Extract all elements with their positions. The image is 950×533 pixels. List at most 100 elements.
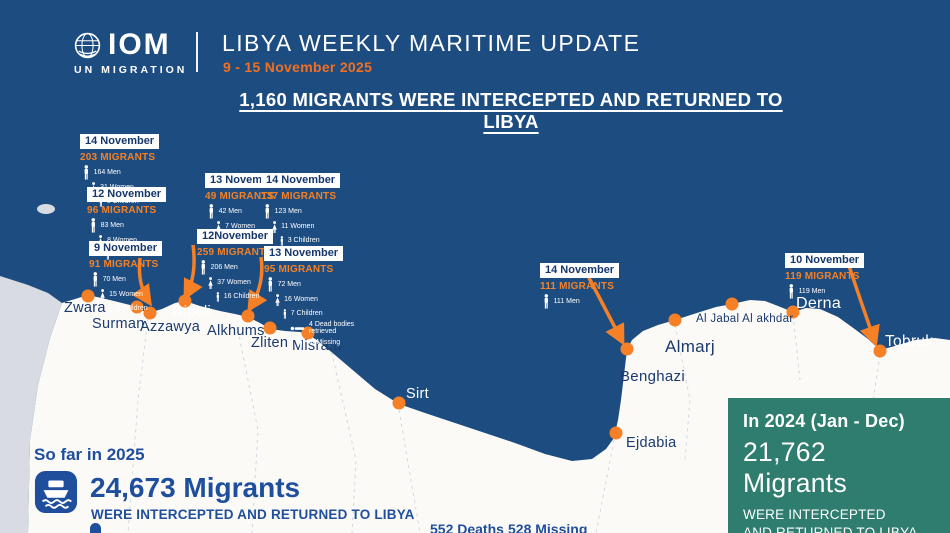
- city-dot-derna: [786, 305, 800, 319]
- callout-breakdown-row: 3 Children: [279, 235, 340, 246]
- iom-globe-icon: [74, 32, 101, 58]
- callout-date: 10 November: [785, 252, 865, 268]
- callout-migrant-total: 203 MIGRANTS: [80, 152, 156, 163]
- stats-2025-desc: WERE INTERCEPTED AND RETURNED TO LIBYA: [91, 507, 415, 522]
- callout-breakdown-row: 206 Men: [199, 260, 273, 275]
- breakdown-label: 16 Women: [284, 296, 318, 304]
- woman-icon: [272, 221, 277, 234]
- callout-breakdown-row: 40 Missing: [298, 337, 361, 348]
- weekly-total-headline: 1,160 MIGRANTS WERE INTERCEPTED AND RETU…: [239, 89, 783, 132]
- city-label-azzawya: Azzawya: [140, 319, 201, 335]
- breakdown-label: 164 Men: [93, 168, 121, 176]
- man-icon: [209, 204, 213, 219]
- city-label-zliten: Zliten: [251, 335, 289, 351]
- woman-icon: [208, 277, 213, 290]
- breakdown-label: 3 Children: [287, 236, 320, 244]
- stats-2024-period: In 2024 (Jan - Dec): [743, 411, 905, 431]
- child-icon: [108, 303, 111, 314]
- breakdown-label: 72 Men: [277, 280, 301, 288]
- djerba-island: [37, 204, 55, 214]
- woman-icon: [100, 289, 105, 302]
- callout-breakdown-row: 42 Men: [207, 204, 284, 219]
- breakdown-label: 123 Men: [274, 207, 302, 215]
- stats-2024-panel: In 2024 (Jan - Dec) 21,762 Migrants WERE…: [728, 398, 950, 533]
- breakdown-label: 7 Children: [290, 309, 323, 317]
- city-dots: [81, 289, 887, 440]
- callout-migrant-total: 91 MIGRANTS: [89, 259, 159, 270]
- breakdown-label: 70 Men: [102, 275, 126, 283]
- stats-2025-deaths: 552 Deaths: [430, 521, 504, 533]
- breakdown-label: 15 Women: [109, 291, 143, 299]
- city-label-almarj: Almarj: [665, 337, 715, 356]
- city-label-sirt: Sirt: [406, 386, 429, 402]
- callout-breakdown-row: 6 Children: [107, 303, 162, 314]
- dead-body-icon: [290, 326, 305, 330]
- city-dot-tripoli: [178, 294, 192, 308]
- callout-breakdown-row: 70 Men: [91, 272, 162, 287]
- libya-landmass: [28, 295, 950, 533]
- interception-callout-7: 13 November 95 MIGRANTS 72 Men 16 Women 7 Ch…: [264, 243, 361, 348]
- city-label-surman: Surman: [92, 316, 145, 332]
- callout-breakdown-row: 119 Men: [787, 284, 864, 299]
- callout-migrant-total: 96 MIGRANTS: [87, 205, 157, 216]
- callout-date: 14 November: [261, 172, 341, 188]
- stats-2025-missing: 528 Missing: [508, 521, 588, 533]
- callout-breakdown-row: 16 Children: [215, 291, 273, 302]
- city-dot-benghazi: [620, 342, 634, 356]
- breakdown-label: 37 Women: [217, 279, 251, 287]
- city-dot-zliten: [263, 321, 277, 335]
- callout-date: 9 November: [89, 240, 162, 256]
- breakdown-label: 83 Men: [100, 221, 124, 229]
- callout-breakdown-row: 4 Dead bodies retrieved: [290, 321, 361, 336]
- interception-callout-3: 9 November 91 MIGRANTS 70 Men 15 Women 6 Chi…: [89, 238, 162, 314]
- city-label-misrata: Misrata: [292, 338, 342, 354]
- breakdown-label: 6 Children: [115, 304, 148, 312]
- callout-breakdown-row: 11 Women: [271, 221, 340, 234]
- city-label-derna: Derna: [796, 295, 842, 312]
- report-date-range: 9 - 15 November 2025: [223, 59, 373, 75]
- iom-wordmark: IOM: [108, 28, 171, 61]
- missing-person-icon: [299, 337, 302, 348]
- stats-2025-period: So far in 2025: [34, 445, 145, 464]
- city-label-tobruk: Tobruk: [885, 333, 934, 350]
- city-label-ejdabia: Ejdabia: [626, 435, 677, 451]
- callout-migrant-total: 259 MIGRANTS: [197, 247, 273, 258]
- un-migration-label: UN MIGRATION: [74, 64, 188, 76]
- city-dot-almarj: [668, 313, 682, 327]
- breakdown-label: 40 Missing: [306, 339, 341, 347]
- callout-date: 14 November: [540, 262, 620, 278]
- callout-breakdown-row: 37 Women: [207, 277, 273, 290]
- header-divider: [196, 32, 198, 72]
- city-dot-zwara: [81, 289, 95, 303]
- callout-migrant-total: 137 MIGRANTS: [261, 191, 337, 202]
- person-icon: [90, 523, 101, 533]
- stats-2024-desc-line2: AND RETURNED TO LIBYA: [743, 524, 918, 533]
- man-icon: [544, 294, 548, 309]
- breakdown-label: 206 Men: [210, 263, 238, 271]
- child-icon: [280, 235, 283, 246]
- callout-breakdown-row: 72 Men: [266, 277, 361, 292]
- stats-2024-desc-line1: WERE INTERCEPTED: [743, 507, 886, 522]
- callout-migrant-total: 95 MIGRANTS: [264, 264, 334, 275]
- callout-migrant-total: 111 MIGRANTS: [540, 281, 615, 292]
- city-dot-al-jabal-al-akhdar: [725, 297, 739, 311]
- callout-breakdown-row: 164 Men: [82, 165, 159, 180]
- iom-logo: IOM UN MIGRATION: [74, 28, 188, 77]
- man-icon: [84, 165, 88, 180]
- callout-breakdown-row: 83 Men: [89, 218, 166, 233]
- city-label-zwara: Zwara: [64, 300, 106, 316]
- child-icon: [283, 308, 286, 319]
- city-dot-misrata: [301, 326, 315, 340]
- callout-breakdown-row: 15 Women: [99, 289, 162, 302]
- city-label-benghazi: Benghazi: [620, 368, 685, 385]
- callout-date: 12 November: [87, 186, 167, 202]
- admin-borders: [127, 314, 881, 533]
- stats-2025-migrants: 24,673 Migrants: [90, 472, 301, 503]
- breakdown-label: 11 Women: [281, 223, 315, 231]
- callout-migrant-total: 119 MIGRANTS: [785, 271, 860, 282]
- stats-2025-panel: So far in 2025 24,673 Migrants WERE INTE…: [34, 445, 415, 522]
- city-dot-surman: [130, 300, 144, 314]
- child-icon: [216, 291, 219, 302]
- city-dot-azzawya: [143, 306, 157, 320]
